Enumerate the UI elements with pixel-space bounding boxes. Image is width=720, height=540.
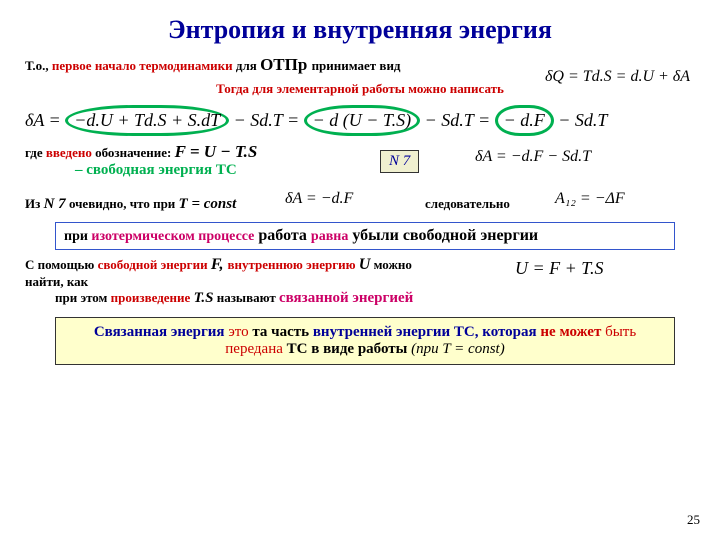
t: внутреннюю энергию: [227, 257, 358, 272]
t: T = const: [442, 341, 499, 357]
circled-2: − d (U − T.S): [304, 105, 420, 136]
page-number: 25: [687, 512, 700, 528]
t: ТС в виде: [287, 341, 358, 357]
eq-dA-full: δA = −d.F − Sd.T: [475, 148, 591, 166]
circled-1: −d.U + Td.S + S.dT: [65, 105, 229, 136]
t: свободной энергии: [98, 257, 211, 272]
t: принимает вид: [312, 58, 401, 73]
eq-dA-iso: δA = −d.F: [285, 190, 353, 208]
t: очевидно, что при: [66, 196, 179, 211]
first-law: первое начало термодинамики: [52, 58, 233, 73]
t: внутренней энергии ТС, которая: [313, 324, 541, 340]
n7-text: Из N 7 очевидно, что при T = const: [25, 196, 236, 213]
isothermal-box: при изотермическом процессе работа равна…: [55, 222, 675, 250]
n7-consequence: Из N 7 очевидно, что при T = const δA = …: [25, 192, 695, 216]
t: произведение: [111, 290, 194, 305]
t: Из: [25, 196, 44, 211]
t: Связанная энергия: [94, 324, 225, 340]
n7: N 7: [380, 150, 419, 173]
t: работа: [254, 227, 311, 244]
t: N 7: [44, 196, 66, 212]
t: F,: [211, 256, 228, 273]
t: для: [233, 58, 260, 73]
t: ): [500, 341, 505, 357]
t: Т.о.,: [25, 58, 52, 73]
summary-box: Связанная энергия это та часть внутренне…: [55, 317, 675, 365]
t: убыли свободной энергии: [348, 227, 538, 244]
t: при этом: [55, 290, 111, 305]
t: это: [225, 324, 253, 340]
eq-first-law: δQ = Td.S = d.U + δA: [545, 68, 690, 86]
t: T = const: [179, 196, 237, 212]
t: равна: [311, 229, 348, 244]
t: где: [25, 145, 46, 160]
t: изотермическом процессе: [91, 229, 254, 244]
t: называют: [213, 290, 279, 305]
find-U-text: С помощью свободной энергии F, внутренню…: [25, 256, 425, 290]
t: − Sd.T =: [425, 110, 495, 130]
consequently: следовательно: [425, 196, 510, 212]
eq-A12: A₁₂ = −ΔF: [555, 190, 625, 208]
otpr: ОТПр: [260, 55, 312, 74]
bound-energy-line: при этом произведение T.S называют связа…: [25, 290, 695, 307]
t: работы: [358, 341, 408, 357]
t: не может: [540, 324, 601, 340]
t: С помощью: [25, 257, 98, 272]
def-text: где введено обозначение: F = U − T.S – с…: [25, 142, 257, 179]
eq-free-energy: F = U − T.S: [175, 142, 258, 161]
t: при: [64, 229, 91, 244]
t: − Sd.T: [558, 110, 607, 130]
t: та часть: [252, 324, 312, 340]
bound-energy: связанной энергией: [279, 290, 413, 306]
t: обозначение:: [92, 145, 171, 160]
t: T.S: [194, 290, 214, 306]
circled-3: − d.F: [495, 105, 554, 136]
eq-main: δA = −d.U + Td.S + S.dT − Sd.T = − d (U …: [25, 105, 695, 136]
t: − Sd.T =: [234, 110, 304, 130]
t: (при: [407, 341, 442, 357]
t: введено: [46, 145, 92, 160]
t: U: [359, 256, 371, 273]
n7-box: N 7: [380, 150, 419, 173]
eq-U: U = F + T.S: [515, 258, 603, 279]
find-U-row: С помощью свободной энергии F, внутренню…: [25, 256, 695, 290]
definition-row: где введено обозначение: F = U − T.S – с…: [25, 142, 695, 172]
free-energy-label: – свободная энергия ТС: [25, 162, 237, 178]
page-title: Энтропия и внутренняя энергия: [25, 15, 695, 45]
t: δA =: [25, 110, 61, 130]
